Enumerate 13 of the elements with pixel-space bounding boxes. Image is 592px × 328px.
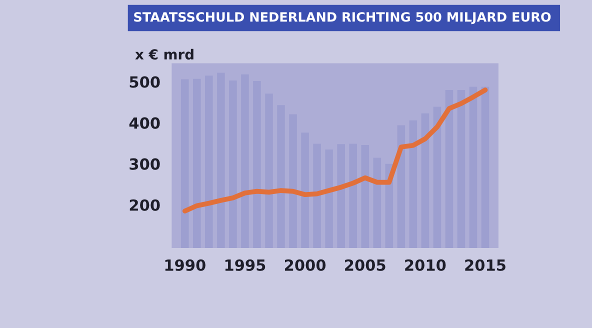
chart-title: STAATSSCHULD NEDERLAND RICHTING 500 MILJARD EURO	[134, 12, 551, 24]
x-tick-label: 2005	[345, 259, 386, 271]
x-tick-label: 1995	[225, 259, 266, 271]
y-tick-label: 500	[130, 76, 160, 88]
x-tick-label: 1990	[165, 259, 206, 271]
y-tick-label: 300	[130, 158, 160, 170]
y-axis-title: x € mrd	[135, 48, 194, 60]
y-tick-label: 200	[130, 199, 160, 211]
x-tick-label: 2000	[284, 259, 326, 271]
y-tick-label: 400	[129, 117, 160, 129]
line-series	[182, 88, 488, 214]
x-tick-label: 2010	[405, 259, 446, 271]
x-tick-label: 2015	[465, 259, 506, 271]
